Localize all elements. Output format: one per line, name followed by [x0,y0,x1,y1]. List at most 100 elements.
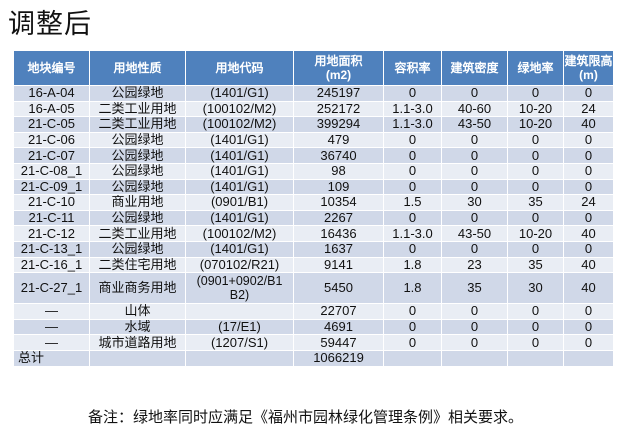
cell-area: 252172 [293,100,384,118]
cell-area: 98 [293,162,384,180]
cell-height-limit: 0 [563,303,614,320]
cell-height-limit: 0 [563,147,614,164]
cell-far: 1.8 [383,272,442,305]
cell-plot-id: 21-C-06 [13,131,90,149]
header-area: 用地面积 (m2) [293,50,384,86]
table-row: — 水域 (17/E1) 4691 0 0 0 0 [13,318,614,336]
cell-land-code: (100102/M2) [185,100,294,118]
cell-green-ratio: 10-20 [507,116,564,133]
cell-land-code: (0901+0902/B1 B2) [185,272,294,305]
cell-density: 23 [441,256,508,274]
cell-density: 0 [441,318,508,336]
cell-height-limit: 40 [563,272,614,305]
cell-land-code: (1207/S1) [185,334,294,351]
cell-land-use: 公园绿地 [89,209,186,227]
cell-area: 36740 [293,147,384,164]
cell-land-use: 商业商务用地 [89,272,186,305]
cell-green-ratio [507,349,564,367]
table-row: 21-C-12 二类工业用地 (100102/M2) 16436 1.1-3.0 43-5… [13,225,614,242]
cell-plot-id: 21-C-12 [13,225,90,242]
cell-far: 0 [383,240,442,258]
cell-land-code: (100102/M2) [185,116,294,133]
table-row: 21-C-16_1 二类住宅用地 (070102/R21) 9141 1.8 23 35 40 [13,256,614,274]
table-row: 16-A-04 公园绿地 (1401/G1) 245197 0 0 0 0 [13,85,614,102]
cell-density: 0 [441,240,508,258]
cell-density: 0 [441,85,508,102]
cell-density: 0 [441,131,508,149]
cell-green-ratio: 0 [507,318,564,336]
cell-density: 0 [441,147,508,164]
cell-land-code: (17/E1) [185,318,294,336]
cell-green-ratio: 35 [507,256,564,274]
header-far: 容积率 [383,50,442,86]
table-row: 16-A-05 二类工业用地 (100102/M2) 252172 1.1-3.0 40-… [13,100,614,118]
cell-plot-id: — [13,303,90,320]
cell-height-limit: 0 [563,178,614,196]
cell-area: 479 [293,131,384,149]
cell-green-ratio: 35 [507,194,564,211]
cell-height-limit: 24 [563,194,614,211]
table-row: 21-C-09_1 公园绿地 (1401/G1) 109 0 0 0 0 [13,178,614,196]
cell-area: 245197 [293,85,384,102]
cell-density: 0 [441,334,508,351]
header-land-code: 用地代码 [185,50,294,86]
cell-far: 1.1-3.0 [383,116,442,133]
table-row: 21-C-08_1 公园绿地 (1401/G1) 98 0 0 0 0 [13,162,614,180]
cell-height-limit: 0 [563,209,614,227]
land-use-table: 地块编号 用地性质 用地代码 用地面积 (m2) 容积率 建筑密度 绿地率 建筑限… [13,50,614,367]
header-land-use: 用地性质 [89,50,186,86]
cell-land-use: 城市道路用地 [89,334,186,351]
cell-land-code: (1401/G1) [185,85,294,102]
cell-green-ratio: 30 [507,272,564,305]
cell-land-use: 公园绿地 [89,178,186,196]
cell-green-ratio: 0 [507,334,564,351]
cell-height-limit: 40 [563,256,614,274]
cell-density: 0 [441,209,508,227]
footnote: 备注：绿地率同时应满足《福州市园林绿化管理条例》相关要求。 [88,408,524,426]
cell-density: 0 [441,303,508,320]
cell-land-code: (070102/R21) [185,256,294,274]
cell-density: 43-50 [441,225,508,242]
cell-far: 1.8 [383,256,442,274]
cell-green-ratio: 0 [507,131,564,149]
cell-plot-id: 21-C-13_1 [13,240,90,258]
cell-land-use: 水域 [89,318,186,336]
cell-plot-id: 总计 [13,349,90,367]
table-row: 21-C-07 公园绿地 (1401/G1) 36740 0 0 0 0 [13,147,614,164]
cell-plot-id: — [13,318,90,336]
header-green-ratio: 绿地率 [507,50,564,86]
cell-height-limit: 0 [563,131,614,149]
cell-density: 35 [441,272,508,305]
cell-land-use: 二类工业用地 [89,100,186,118]
table-row: 总计 1066219 [13,349,614,367]
cell-land-use: 二类住宅用地 [89,256,186,274]
cell-plot-id: 16-A-04 [13,85,90,102]
cell-green-ratio: 0 [507,240,564,258]
cell-height-limit: 40 [563,116,614,133]
cell-area: 2267 [293,209,384,227]
cell-area: 4691 [293,318,384,336]
cell-plot-id: 21-C-16_1 [13,256,90,274]
table-row: 21-C-06 公园绿地 (1401/G1) 479 0 0 0 0 [13,131,614,149]
header-plot-id: 地块编号 [13,50,90,86]
cell-height-limit: 24 [563,100,614,118]
cell-area: 399294 [293,116,384,133]
cell-height-limit: 0 [563,162,614,180]
cell-density: 43-50 [441,116,508,133]
cell-green-ratio: 0 [507,85,564,102]
cell-density: 30 [441,194,508,211]
cell-plot-id: — [13,334,90,351]
cell-density: 40-60 [441,100,508,118]
cell-green-ratio: 0 [507,147,564,164]
cell-density: 0 [441,162,508,180]
cell-height-limit: 0 [563,334,614,351]
cell-height-limit: 0 [563,240,614,258]
cell-land-use: 商业用地 [89,194,186,211]
cell-land-code [185,349,294,367]
page-title: 调整后 [8,9,92,40]
cell-density [441,349,508,367]
cell-far: 0 [383,318,442,336]
cell-land-code: (1401/G1) [185,209,294,227]
cell-land-code: (1401/G1) [185,178,294,196]
cell-area: 1637 [293,240,384,258]
